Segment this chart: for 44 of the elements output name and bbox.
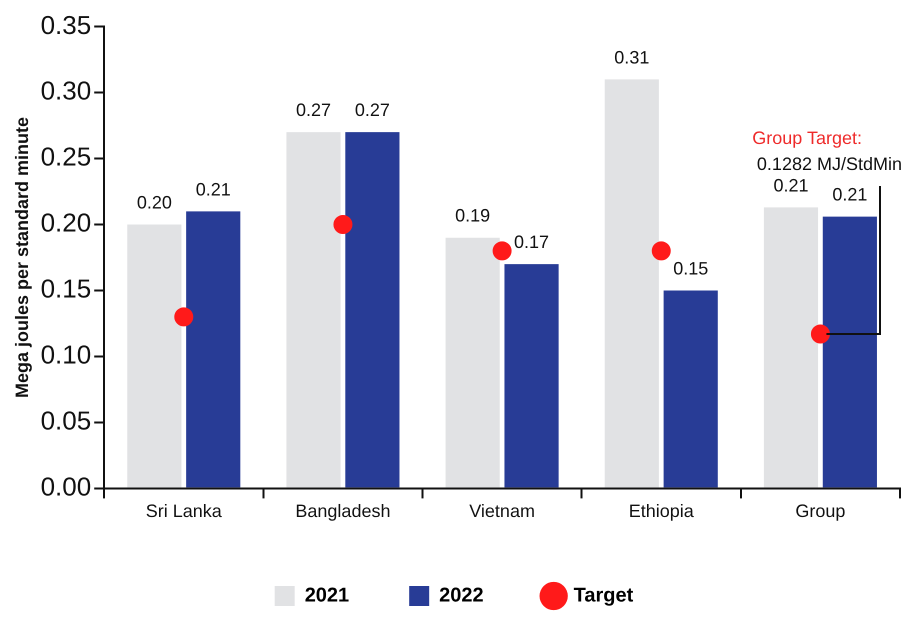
data-label: 0.21 [196, 179, 231, 200]
data-label: 0.27 [296, 100, 332, 120]
y-tick-label: 0.00 [40, 472, 92, 502]
y-axis-title: Mega joules per standard minute [12, 116, 32, 398]
data-label: 0.20 [136, 192, 172, 212]
bar [186, 211, 240, 488]
x-tick-label: Vietnam [469, 501, 535, 522]
annotation: 0.1282 MJ/StdMin [756, 154, 902, 174]
bar [764, 207, 818, 488]
x-tick-label: Group [795, 501, 846, 522]
bar [664, 290, 718, 488]
legend-label: 2022 [439, 584, 484, 607]
y-tick-label: 0.35 [40, 10, 92, 40]
data-label: 0.27 [354, 100, 390, 120]
bar [504, 264, 559, 488]
bar [127, 224, 182, 488]
point [492, 241, 512, 260]
x-tick-label: Bangladesh [295, 501, 390, 522]
x-tick-label: Ethiopia [628, 501, 695, 522]
y-tick-label: 0.20 [40, 208, 92, 238]
y-tick-label: 0.10 [40, 340, 92, 370]
legend-label: 2021 [304, 584, 350, 607]
y-tick-label: 0.25 [40, 142, 92, 172]
y-tick-label: 0.15 [40, 274, 92, 304]
data-label: 0.21 [832, 184, 868, 205]
annotation: Group Target: [752, 128, 862, 148]
point [174, 307, 194, 326]
data-label: 0.31 [614, 47, 650, 68]
data-label: 0.21 [773, 175, 808, 196]
legend-label: Target [574, 584, 634, 607]
bar [446, 238, 500, 488]
bar [286, 132, 341, 488]
x-tick-label: Sri Lanka [146, 501, 223, 522]
y-tick-label: 0.30 [40, 76, 92, 106]
y-tick-label: 0.05 [40, 406, 92, 436]
data-label: 0.17 [514, 232, 550, 252]
data-label: 0.19 [455, 206, 490, 226]
point [810, 324, 830, 344]
bar [604, 79, 659, 488]
data-label: 0.15 [673, 258, 708, 278]
point [333, 215, 352, 234]
bar [345, 132, 400, 488]
bar [822, 216, 877, 488]
point [652, 241, 671, 260]
